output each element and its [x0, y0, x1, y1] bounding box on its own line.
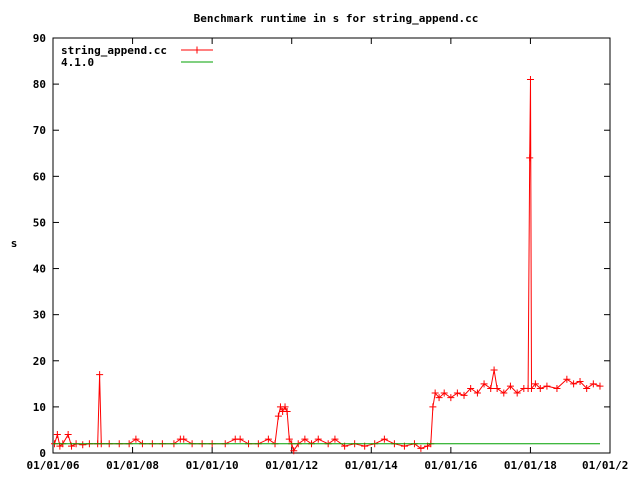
data-point [96, 371, 104, 379]
y-tick-label: 70 [33, 124, 46, 137]
data-point [543, 382, 551, 390]
series-line [54, 79, 601, 452]
data-point [236, 435, 244, 443]
x-tick-label: 01/01/18 [504, 459, 557, 472]
data-point [500, 389, 508, 397]
data-point [301, 435, 309, 443]
y-tick-label: 40 [33, 263, 46, 276]
data-point [583, 384, 591, 392]
x-tick-label: 01/01/06 [27, 459, 80, 472]
data-point [513, 389, 521, 397]
data-point [480, 380, 488, 388]
data-point [447, 394, 455, 402]
data-point [490, 366, 498, 374]
data-point [536, 384, 544, 392]
y-axis-label: s [11, 237, 18, 250]
y-tick-label: 20 [33, 355, 46, 368]
data-point [526, 154, 534, 162]
data-point [431, 389, 439, 397]
x-tick-label: 01/01/16 [424, 459, 477, 472]
x-axis: 01/01/06 01/01/08 01/01/10 01/01/12 01/01/14… [27, 38, 628, 472]
data-point [493, 384, 501, 392]
y-axis: 0 10 20 30 40 50 60 70 80 90 [33, 32, 610, 460]
data-point [53, 431, 61, 439]
x-tick-label: 01/01/2 [582, 459, 628, 472]
legend-marker [193, 46, 201, 54]
data-point [64, 431, 72, 439]
legend-label: string_append.cc [61, 44, 167, 57]
y-tick-label: 80 [33, 78, 46, 91]
data-point [264, 435, 272, 443]
data-point [596, 382, 604, 390]
data-point [531, 380, 539, 388]
series-0 [51, 76, 604, 455]
data-point [180, 435, 188, 443]
data-point [380, 435, 388, 443]
data-point [453, 389, 461, 397]
data-point [274, 412, 282, 420]
x-tick-label: 01/01/14 [345, 459, 398, 472]
series-layer [51, 76, 604, 455]
data-point [526, 76, 534, 83]
y-tick-label: 60 [33, 170, 46, 183]
legend-label: 4.1.0 [61, 56, 94, 69]
data-point [290, 447, 298, 455]
data-point [314, 435, 322, 443]
data-point [435, 394, 443, 402]
y-tick-label: 10 [33, 401, 46, 414]
plot-frame [52, 37, 611, 454]
data-point [281, 403, 289, 411]
x-tick-label: 01/01/12 [265, 459, 318, 472]
y-tick-label: 30 [33, 309, 46, 322]
data-point [487, 384, 495, 392]
data-point [285, 435, 293, 443]
y-tick-label: 50 [33, 216, 46, 229]
data-point [570, 380, 578, 388]
legend: string_append.cc4.1.0 [61, 44, 213, 69]
y-tick-label: 90 [33, 32, 46, 45]
y-tick-label: 0 [39, 447, 46, 460]
x-tick-label: 01/01/10 [186, 459, 239, 472]
data-point [417, 444, 425, 452]
data-point [331, 435, 339, 443]
data-point [132, 435, 140, 443]
data-point [429, 403, 437, 411]
data-point [563, 375, 571, 383]
data-point [440, 389, 448, 397]
data-point [553, 384, 561, 392]
data-point [576, 378, 584, 386]
data-point [473, 389, 481, 397]
data-point [467, 384, 475, 392]
data-point [527, 384, 535, 392]
x-tick-label: 01/01/08 [106, 459, 159, 472]
data-point [79, 441, 87, 449]
chart-title: Benchmark runtime in s for string_append… [194, 12, 479, 25]
data-point [460, 391, 468, 399]
data-point [506, 382, 514, 390]
data-point [283, 408, 291, 415]
data-point [589, 380, 597, 388]
